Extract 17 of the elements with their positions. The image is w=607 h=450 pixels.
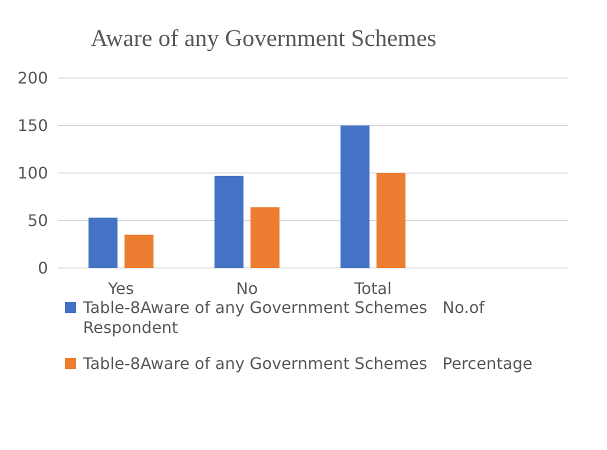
bar xyxy=(124,234,154,268)
bar xyxy=(250,207,280,268)
x-tick-label: No xyxy=(236,279,258,298)
bar xyxy=(88,218,118,268)
bar xyxy=(376,173,406,268)
y-tick-label: 100 xyxy=(17,164,48,183)
y-tick-label: 0 xyxy=(38,258,48,278)
y-tick-label: 150 xyxy=(17,116,48,136)
chart-title: Aware of any Government Schemes xyxy=(90,26,436,52)
y-tick-label: 50 xyxy=(28,211,48,230)
legend-label: Table-8Aware of any Government Schemes No.of Respondent xyxy=(82,298,485,337)
bar xyxy=(340,126,370,268)
x-tick-label: Total xyxy=(353,279,392,298)
legend-label: Table-8Aware of any Government Schemes Percentage xyxy=(82,354,533,373)
x-tick-label: Yes xyxy=(107,279,134,298)
bar xyxy=(214,176,244,268)
y-tick-label: 200 xyxy=(17,68,48,88)
